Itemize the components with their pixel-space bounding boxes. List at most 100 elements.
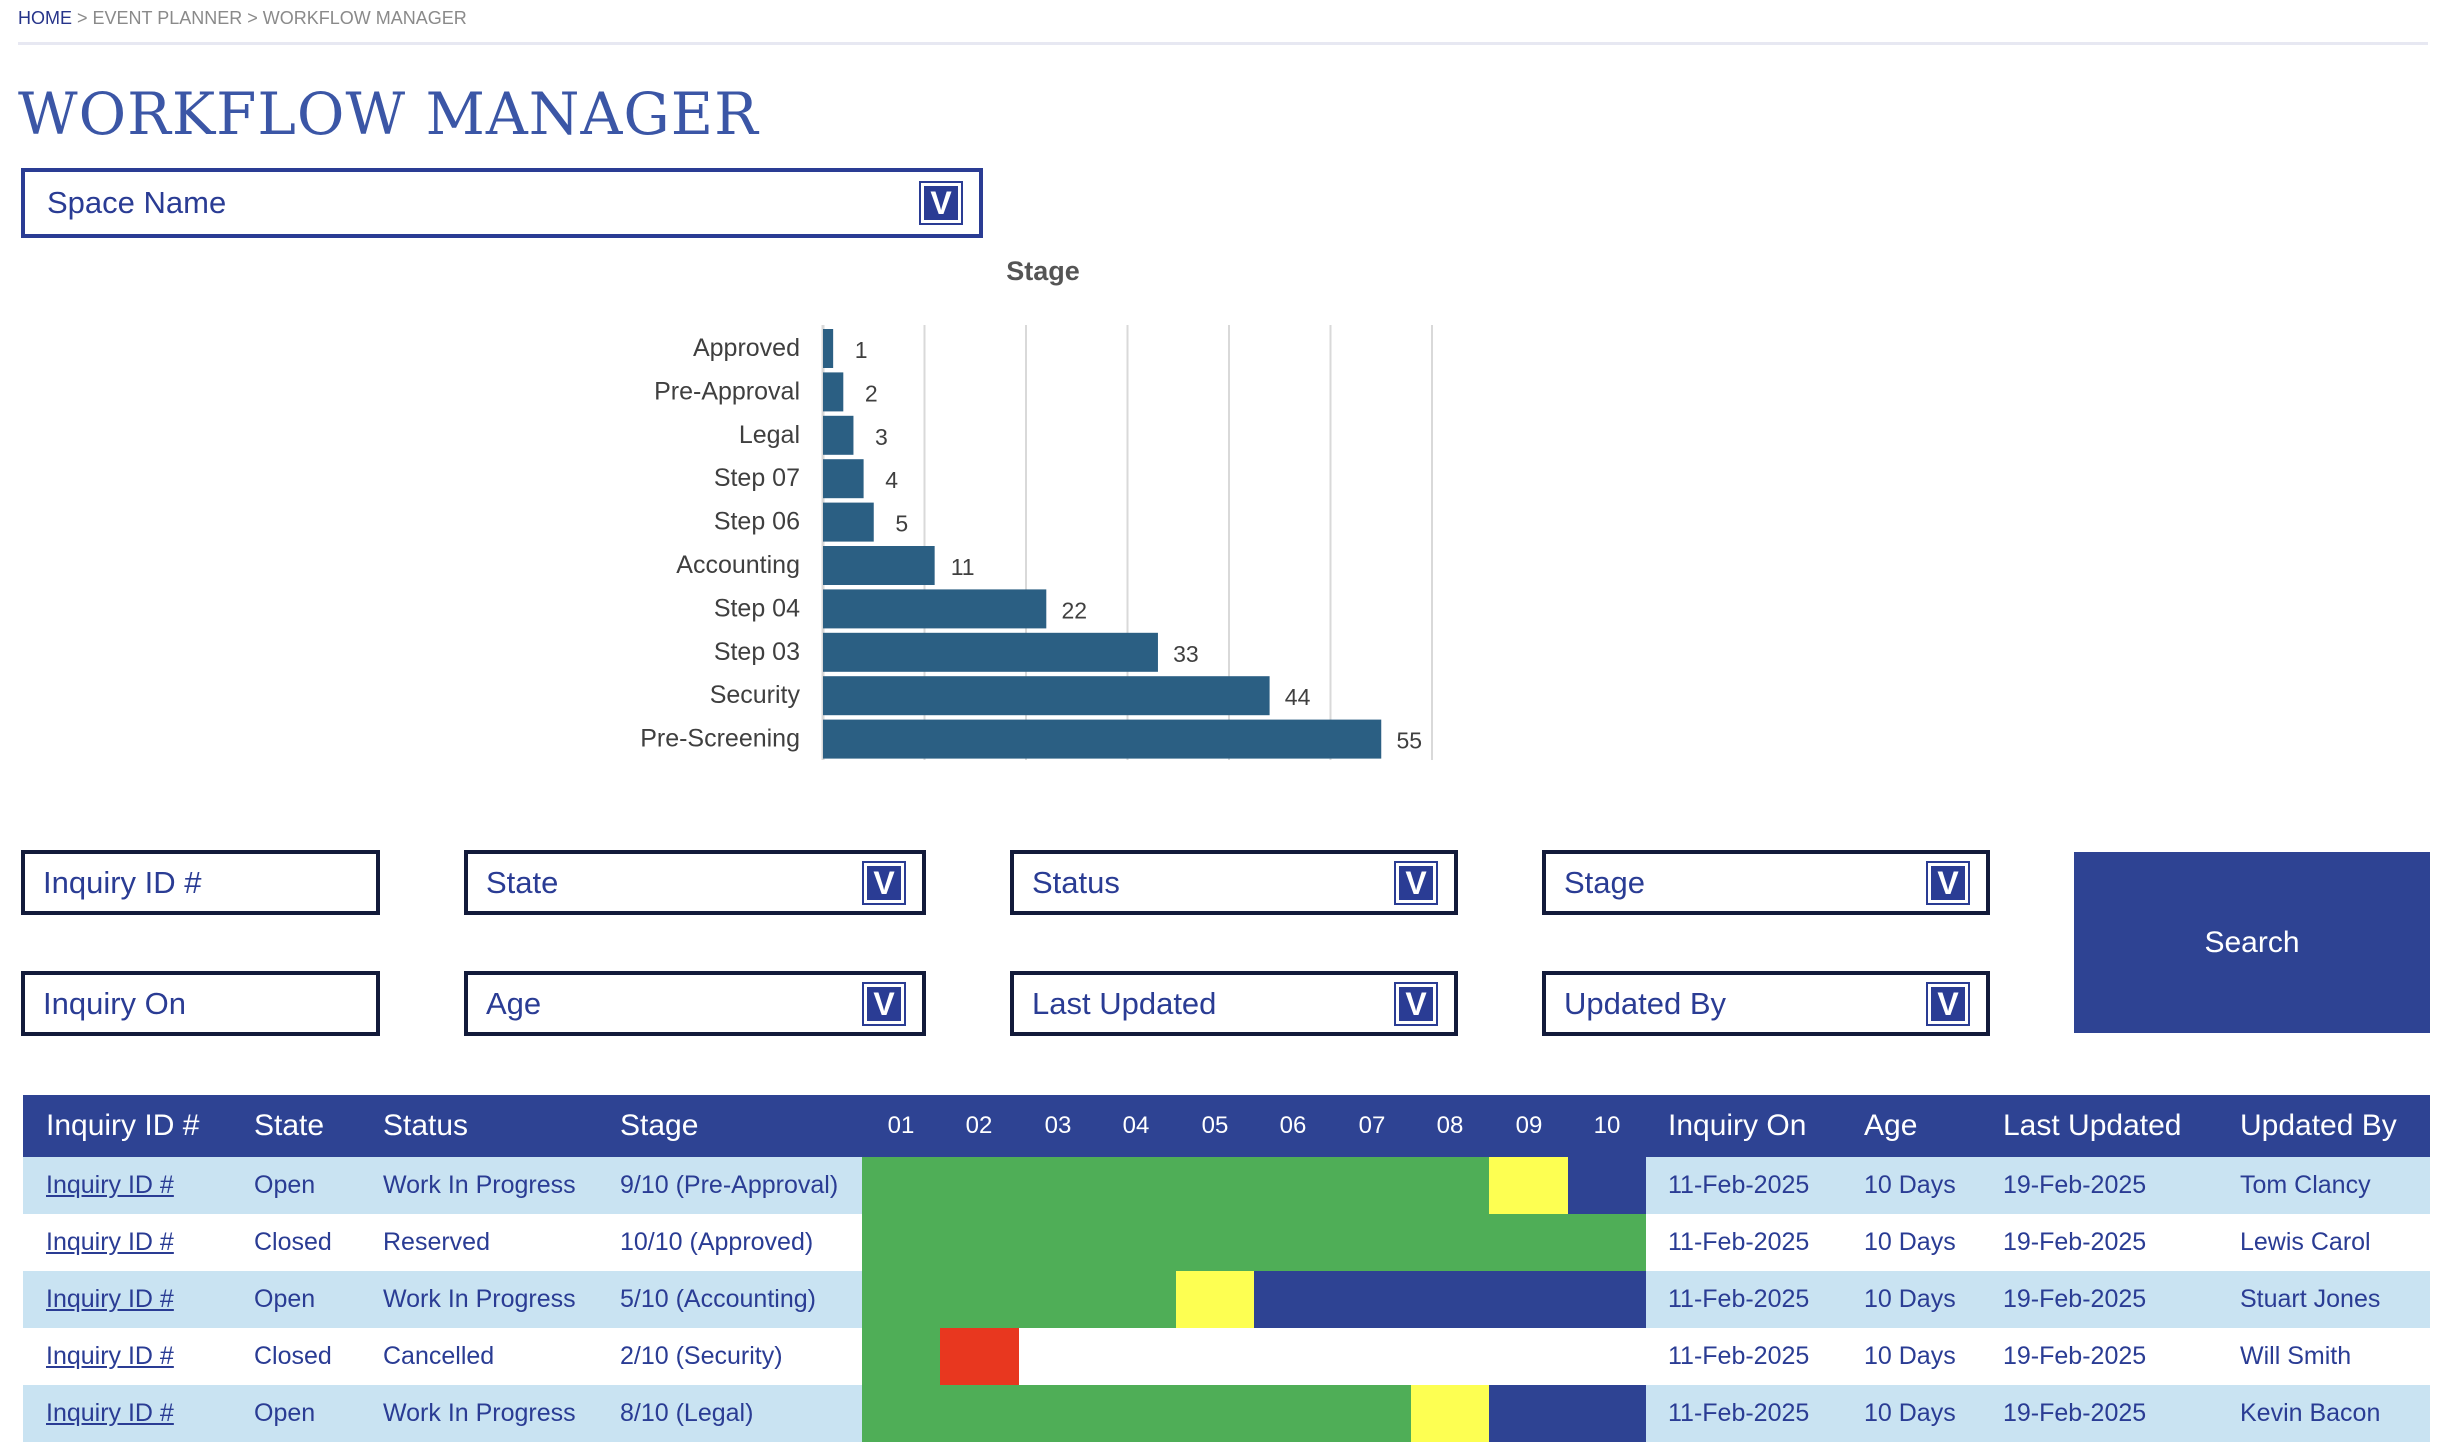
chart-value-label: 2 <box>865 380 878 406</box>
table-row[interactable]: Inquiry ID # Closed Reserved 10/10 (Approve… <box>23 1214 2430 1271</box>
progress-step-empty <box>1175 1328 1254 1385</box>
progress-step-empty <box>1489 1328 1568 1385</box>
breadcrumb-event-planner[interactable]: EVENT PLANNER <box>92 8 243 28</box>
inquiry-id-link[interactable]: Inquiry ID # <box>46 1285 174 1313</box>
status-dropdown[interactable]: Status V <box>1010 850 1458 915</box>
chart-bar <box>823 329 834 368</box>
table-row[interactable]: Inquiry ID # Closed Cancelled 2/10 (Securit… <box>23 1328 2430 1385</box>
progress-step-pending <box>1254 1271 1333 1328</box>
chevron-down-icon[interactable]: V <box>862 860 906 905</box>
inquiry-id-link[interactable]: Inquiry ID # <box>46 1399 174 1427</box>
progress-step-done <box>1018 1271 1098 1328</box>
chart-category-label: Security <box>710 681 801 709</box>
progress-step-done <box>1254 1385 1333 1442</box>
chart-value-label: 44 <box>1285 684 1311 710</box>
inquiry-on-cell: 11-Feb-2025 <box>1668 1228 1810 1256</box>
column-header-step: 03 <box>1044 1112 1072 1139</box>
table-row[interactable]: Inquiry ID # Open Work In Progress 9/10 (Pr… <box>23 1157 2430 1214</box>
inquiry-id-link[interactable]: Inquiry ID # <box>46 1171 174 1199</box>
breadcrumb-home-link[interactable]: HOME <box>18 8 72 28</box>
chevron-down-icon[interactable]: V <box>1394 981 1438 1026</box>
progress-step-done <box>1410 1214 1490 1271</box>
last-updated-dropdown-label: Last Updated <box>1032 985 1217 1021</box>
space-name-dropdown[interactable]: Space Name V <box>21 168 983 238</box>
chart-category-label: Step 04 <box>714 594 800 622</box>
chevron-down-icon[interactable]: V <box>862 981 906 1026</box>
progress-step-empty <box>1410 1328 1490 1385</box>
progress-step-done <box>940 1271 1019 1328</box>
last-updated-cell: 19-Feb-2025 <box>2003 1399 2147 1427</box>
stage-cell: 2/10 (Security) <box>620 1342 783 1370</box>
stage-dropdown-label: Stage <box>1564 864 1646 900</box>
progress-step-pending <box>1410 1271 1490 1328</box>
inquiry-on-cell: 11-Feb-2025 <box>1668 1285 1810 1313</box>
inquiry-id-link[interactable]: Inquiry ID # <box>46 1342 174 1370</box>
stage-cell: 5/10 (Accounting) <box>620 1285 816 1313</box>
age-cell: 10 Days <box>1864 1228 1956 1256</box>
updated-by-cell: Will Smith <box>2240 1342 2352 1370</box>
progress-step-empty <box>1567 1328 1646 1385</box>
progress-step-done <box>1489 1214 1568 1271</box>
progress-step-done <box>1254 1214 1333 1271</box>
progress-step-pending <box>1332 1271 1411 1328</box>
progress-step-done <box>1254 1157 1333 1214</box>
updated-by-cell: Lewis Carol <box>2240 1228 2371 1256</box>
column-header-state[interactable]: State <box>254 1109 325 1142</box>
column-header-step: 10 <box>1593 1112 1621 1139</box>
chart-bar <box>823 415 854 455</box>
column-header-inquiry-on[interactable]: Inquiry On <box>1668 1109 1807 1142</box>
inquiry-id-input[interactable]: Inquiry ID # <box>21 850 380 915</box>
progress-step-done <box>1175 1385 1254 1442</box>
progress-step-done <box>1410 1157 1490 1214</box>
progress-step-current <box>1175 1271 1254 1328</box>
state-cell: Open <box>254 1399 316 1427</box>
state-cell: Closed <box>254 1342 332 1370</box>
progress-step-done <box>1097 1271 1176 1328</box>
chart-value-label: 22 <box>1062 597 1088 623</box>
chart-value-label: 33 <box>1173 641 1199 667</box>
chevron-down-icon[interactable]: V <box>1926 860 1970 905</box>
chart-bar <box>823 589 1047 629</box>
progress-step-done <box>1175 1214 1254 1271</box>
progress-step-cancelled <box>940 1328 1019 1385</box>
column-header-stage[interactable]: Stage <box>620 1109 699 1142</box>
column-header-step: 08 <box>1436 1112 1464 1139</box>
breadcrumb-current: WORKFLOW MANAGER <box>262 8 467 28</box>
state-dropdown[interactable]: State V <box>464 850 926 915</box>
last-updated-dropdown[interactable]: Last Updated V <box>1010 971 1458 1036</box>
column-header-step: 02 <box>965 1112 993 1139</box>
updated-by-cell: Stuart Jones <box>2240 1285 2381 1313</box>
inquiry-id-link[interactable]: Inquiry ID # <box>46 1228 174 1256</box>
state-cell: Open <box>254 1171 316 1199</box>
column-header-age[interactable]: Age <box>1864 1109 1918 1142</box>
inquiry-id-cell: Inquiry ID # <box>46 1328 174 1385</box>
chevron-down-icon[interactable]: V <box>919 181 963 225</box>
column-header-status[interactable]: Status <box>383 1109 469 1142</box>
space-name-label: Space Name <box>47 185 227 220</box>
chart-bar <box>823 502 874 542</box>
breadcrumb: HOME > EVENT PLANNER > WORKFLOW MANAGER <box>18 8 467 29</box>
stage-bar-chart: Stage Approved Pre-Approval Legal Step 07 St… <box>640 256 1433 760</box>
progress-step-done <box>862 1157 941 1214</box>
chart-category-label: Step 03 <box>714 638 800 666</box>
search-button[interactable]: Search <box>2074 852 2430 1033</box>
state-dropdown-label: State <box>486 864 559 900</box>
progress-step-done <box>1332 1385 1411 1442</box>
updated-by-dropdown[interactable]: Updated By V <box>1542 971 1990 1036</box>
table-row[interactable]: Inquiry ID # Open Work In Progress 8/10 (Le… <box>23 1385 2430 1442</box>
stage-dropdown[interactable]: Stage V <box>1542 850 1990 915</box>
age-dropdown-label: Age <box>486 985 542 1021</box>
table-row[interactable]: Inquiry ID # Open Work In Progress 5/10 (Ac… <box>23 1271 2430 1328</box>
progress-step-done <box>862 1328 941 1385</box>
progress-step-done <box>1018 1385 1098 1442</box>
age-dropdown[interactable]: Age V <box>464 971 926 1036</box>
chevron-down-icon[interactable]: V <box>1394 860 1438 905</box>
chevron-down-icon[interactable]: V <box>1926 981 1970 1026</box>
breadcrumb-separator: > <box>242 8 263 28</box>
chart-category-label: Step 06 <box>714 508 800 536</box>
column-header-last-updated[interactable]: Last Updated <box>2003 1109 2182 1142</box>
column-header-updated-by[interactable]: Updated By <box>2240 1109 2397 1142</box>
inquiry-on-input[interactable]: Inquiry On <box>21 971 380 1036</box>
column-header-inquiry-id[interactable]: Inquiry ID # <box>46 1109 200 1142</box>
chart-category-labels: Approved Pre-Approval Legal Step 07 Step 06 A… <box>640 334 800 753</box>
